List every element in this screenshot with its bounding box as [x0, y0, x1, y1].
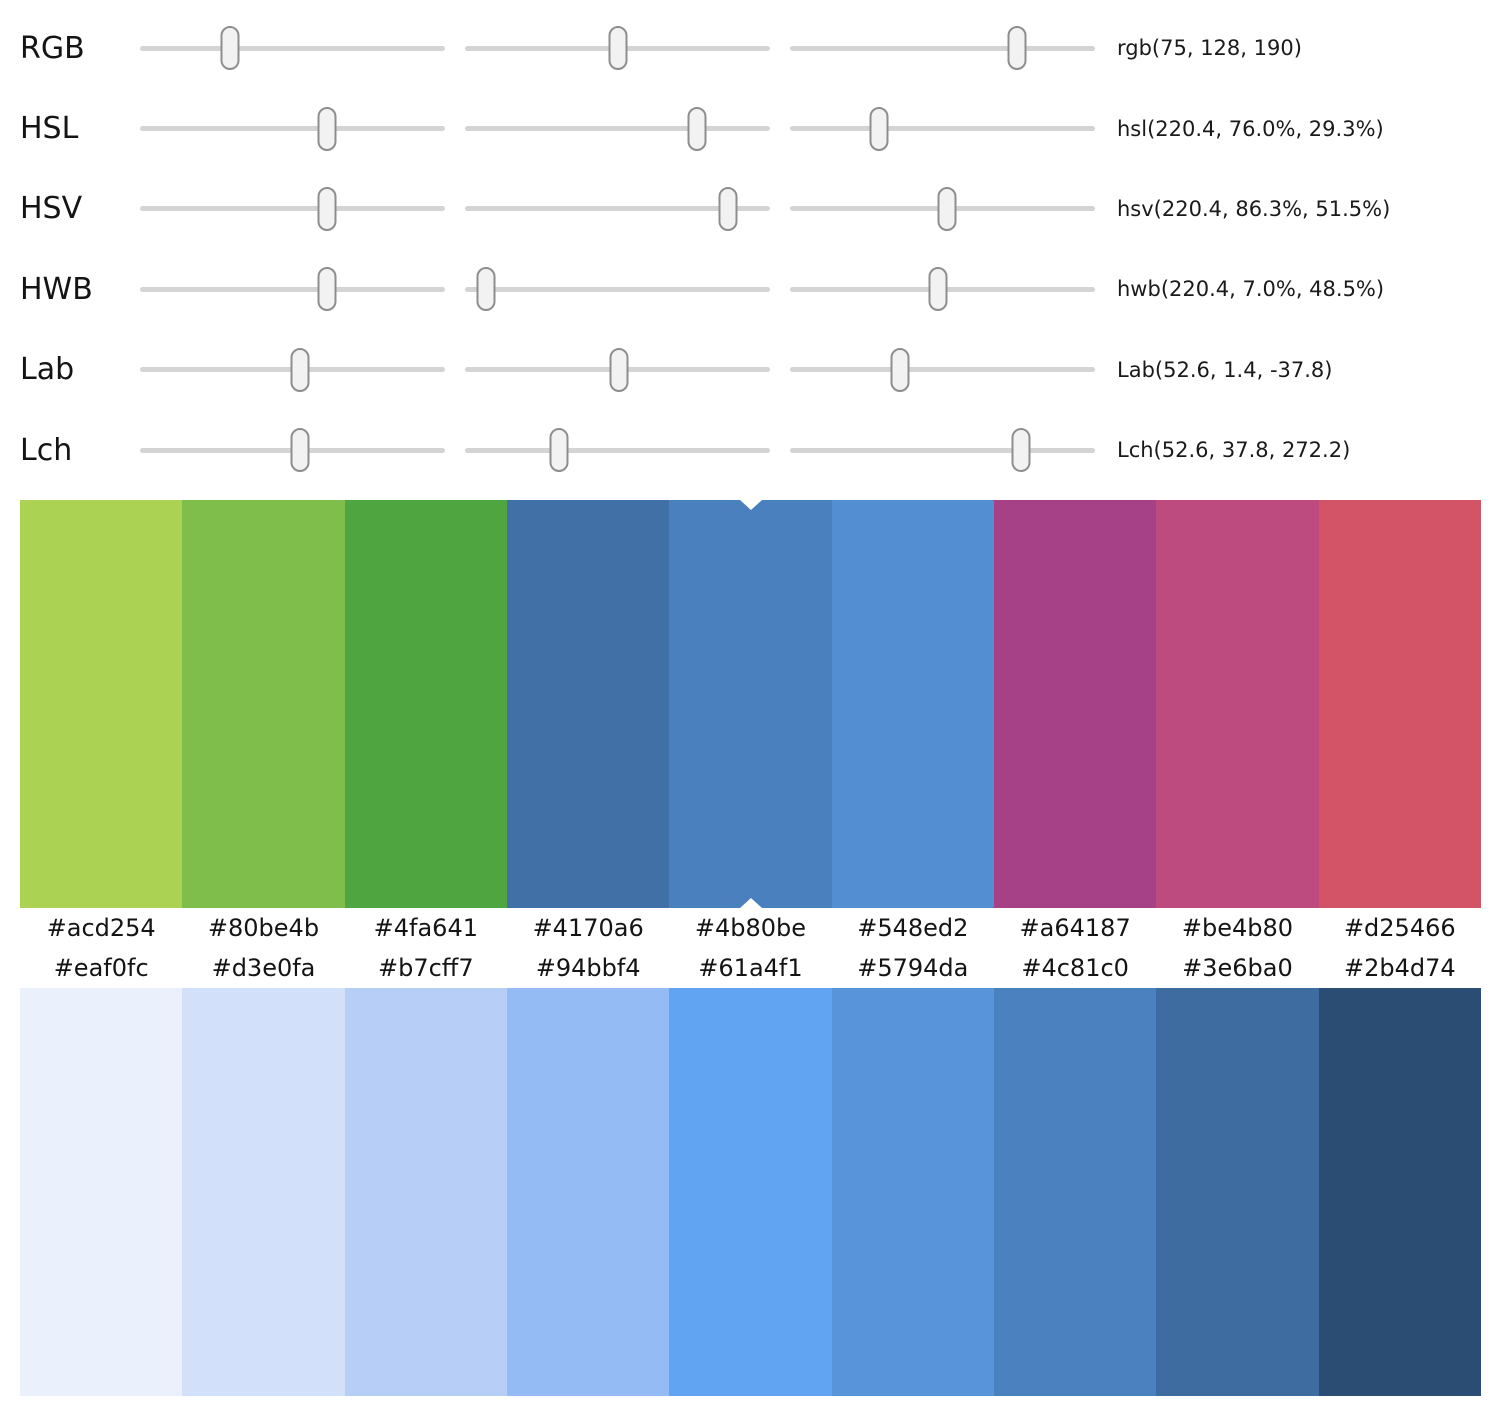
hsl-slider-thumb-1[interactable]	[317, 106, 337, 151]
colorspace-label-hsv: HSV	[20, 191, 83, 227]
colorspace-label-hwb: HWB	[20, 271, 93, 307]
hue-hex-label-7: #a64187	[1019, 914, 1131, 943]
hsl-slider-track-3[interactable]	[790, 106, 1095, 151]
hwb-slider-track-1[interactable]	[140, 267, 445, 312]
lch-slider-thumb-1[interactable]	[290, 428, 310, 473]
lab-slider-track-2[interactable]	[465, 347, 770, 392]
slider-row-hsv: HSV hsv(220.4, 86.3%, 51.5%)	[20, 169, 1501, 249]
lab-slider-track-3[interactable]	[790, 347, 1095, 392]
colorspace-value-lch: Lch(52.6, 37.8, 272.2)	[1117, 438, 1351, 463]
hwb-slider-track-2[interactable]	[465, 267, 770, 312]
slider-row-hsl: HSL hsl(220.4, 76.0%, 29.3%)	[20, 88, 1501, 168]
hue-hex-label-2: #80be4b	[207, 914, 320, 943]
hue-swatch-3[interactable]	[344, 500, 507, 909]
hsl-slider-track-1[interactable]	[140, 106, 445, 151]
hsv-slider-thumb-1[interactable]	[317, 186, 337, 231]
lab-slider-thumb-2[interactable]	[609, 347, 629, 392]
hue-hex-label-5: #4b80be	[694, 914, 807, 943]
shade-swatch-6[interactable]	[831, 988, 994, 1397]
hue-hex-label-9: #d25466	[1343, 914, 1456, 943]
shade-palette-hex-labels: #eaf0fc #d3e0fa #b7cff7 #94bbf4 #61a4f1 #5794…	[20, 948, 1481, 988]
shade-hex-label-9: #2b4d74	[1343, 954, 1456, 983]
lch-slider-thumb-2[interactable]	[549, 428, 569, 473]
slider-row-rgb: RGB rgb(75, 128, 190)	[20, 8, 1501, 88]
colorspace-label-hsl: HSL	[20, 111, 79, 147]
hsl-slider-thumb-3[interactable]	[869, 106, 889, 151]
hsl-slider-thumb-2[interactable]	[687, 106, 707, 151]
lab-slider-thumb-1[interactable]	[290, 347, 310, 392]
hsl-slider-track-2[interactable]	[465, 106, 770, 151]
rgb-slider-track-2[interactable]	[465, 26, 770, 71]
shade-swatch-5[interactable]	[669, 988, 832, 1397]
hsv-slider-track-2[interactable]	[465, 186, 770, 231]
selected-swatch-marker-bottom	[739, 898, 762, 909]
shade-hex-label-6: #5794da	[857, 954, 969, 983]
colorspace-value-hwb: hwb(220.4, 7.0%, 48.5%)	[1117, 277, 1385, 302]
hwb-slider-thumb-1[interactable]	[317, 267, 337, 312]
colorspace-label-lch: Lch	[20, 432, 73, 468]
lab-slider-thumb-3[interactable]	[890, 347, 910, 392]
hwb-slider-thumb-3[interactable]	[928, 267, 948, 312]
hue-palette	[20, 500, 1481, 909]
hsv-slider-thumb-3[interactable]	[937, 186, 957, 231]
shade-swatch-2[interactable]	[182, 988, 345, 1397]
shade-swatch-3[interactable]	[344, 988, 507, 1397]
colorspace-label-lab: Lab	[20, 352, 75, 388]
hue-swatch-4[interactable]	[506, 500, 670, 909]
selected-swatch-marker-top	[739, 500, 762, 511]
colorspace-sliders-section: RGB rgb(75, 128, 190) HSL hsl(220.4, 76.0%,…	[0, 0, 1501, 490]
hwb-slider-track-3[interactable]	[790, 267, 1095, 312]
rgb-slider-track-1[interactable]	[140, 26, 445, 71]
hue-palette-hex-labels: #acd254 #80be4b #4fa641 #4170a6 #4b80be #548e…	[20, 908, 1481, 948]
colorspace-value-rgb: rgb(75, 128, 190)	[1117, 36, 1302, 61]
hue-swatch-6[interactable]	[831, 500, 994, 909]
shade-hex-label-4: #94bbf4	[535, 954, 641, 983]
colorspace-value-hsv: hsv(220.4, 86.3%, 51.5%)	[1117, 196, 1391, 221]
colorspace-value-lab: Lab(52.6, 1.4, -37.8)	[1117, 357, 1333, 382]
hue-hex-label-4: #4170a6	[532, 914, 644, 943]
slider-row-lab: Lab Lab(52.6, 1.4, -37.8)	[20, 330, 1501, 410]
lch-slider-thumb-3[interactable]	[1011, 428, 1031, 473]
hue-hex-label-8: #be4b80	[1181, 914, 1294, 943]
lab-slider-track-1[interactable]	[140, 347, 445, 392]
hue-hex-label-3: #4fa641	[373, 914, 478, 943]
hue-swatch-8[interactable]	[1156, 500, 1319, 909]
hwb-slider-thumb-2[interactable]	[476, 267, 496, 312]
hue-swatch-9[interactable]	[1318, 500, 1481, 909]
shade-swatch-4[interactable]	[506, 988, 670, 1397]
shade-swatch-1[interactable]	[20, 988, 183, 1397]
colorspace-label-rgb: RGB	[20, 30, 85, 66]
rgb-slider-thumb-2[interactable]	[608, 26, 628, 71]
hsv-slider-track-3[interactable]	[790, 186, 1095, 231]
shade-swatch-9[interactable]	[1318, 988, 1481, 1397]
shade-hex-label-5: #61a4f1	[698, 954, 803, 983]
rgb-slider-thumb-3[interactable]	[1007, 26, 1027, 71]
hue-swatch-2[interactable]	[182, 500, 345, 909]
shade-hex-label-7: #4c81c0	[1021, 954, 1129, 983]
hue-swatch-1[interactable]	[20, 500, 183, 909]
hue-swatch-7[interactable]	[993, 500, 1157, 909]
shade-hex-label-3: #b7cff7	[378, 954, 474, 983]
hue-hex-label-6: #548ed2	[857, 914, 969, 943]
shade-hex-label-8: #3e6ba0	[1182, 954, 1293, 983]
lch-slider-track-3[interactable]	[790, 428, 1095, 473]
lch-slider-track-1[interactable]	[140, 428, 445, 473]
hsv-slider-track-1[interactable]	[140, 186, 445, 231]
shade-swatch-7[interactable]	[993, 988, 1157, 1397]
shade-palette	[20, 988, 1481, 1397]
shade-swatch-8[interactable]	[1156, 988, 1319, 1397]
shade-hex-label-2: #d3e0fa	[211, 954, 316, 983]
slider-row-hwb: HWB hwb(220.4, 7.0%, 48.5%)	[20, 249, 1501, 329]
hue-swatch-5[interactable]	[669, 500, 832, 909]
rgb-slider-track-3[interactable]	[790, 26, 1095, 71]
hue-hex-label-1: #acd254	[46, 914, 156, 943]
slider-row-lch: Lch Lch(52.6, 37.8, 272.2)	[20, 410, 1501, 490]
shade-hex-label-1: #eaf0fc	[53, 954, 149, 983]
colorspace-value-hsl: hsl(220.4, 76.0%, 29.3%)	[1117, 116, 1384, 141]
lch-slider-track-2[interactable]	[465, 428, 770, 473]
rgb-slider-thumb-1[interactable]	[220, 26, 240, 71]
hsv-slider-thumb-2[interactable]	[718, 186, 738, 231]
